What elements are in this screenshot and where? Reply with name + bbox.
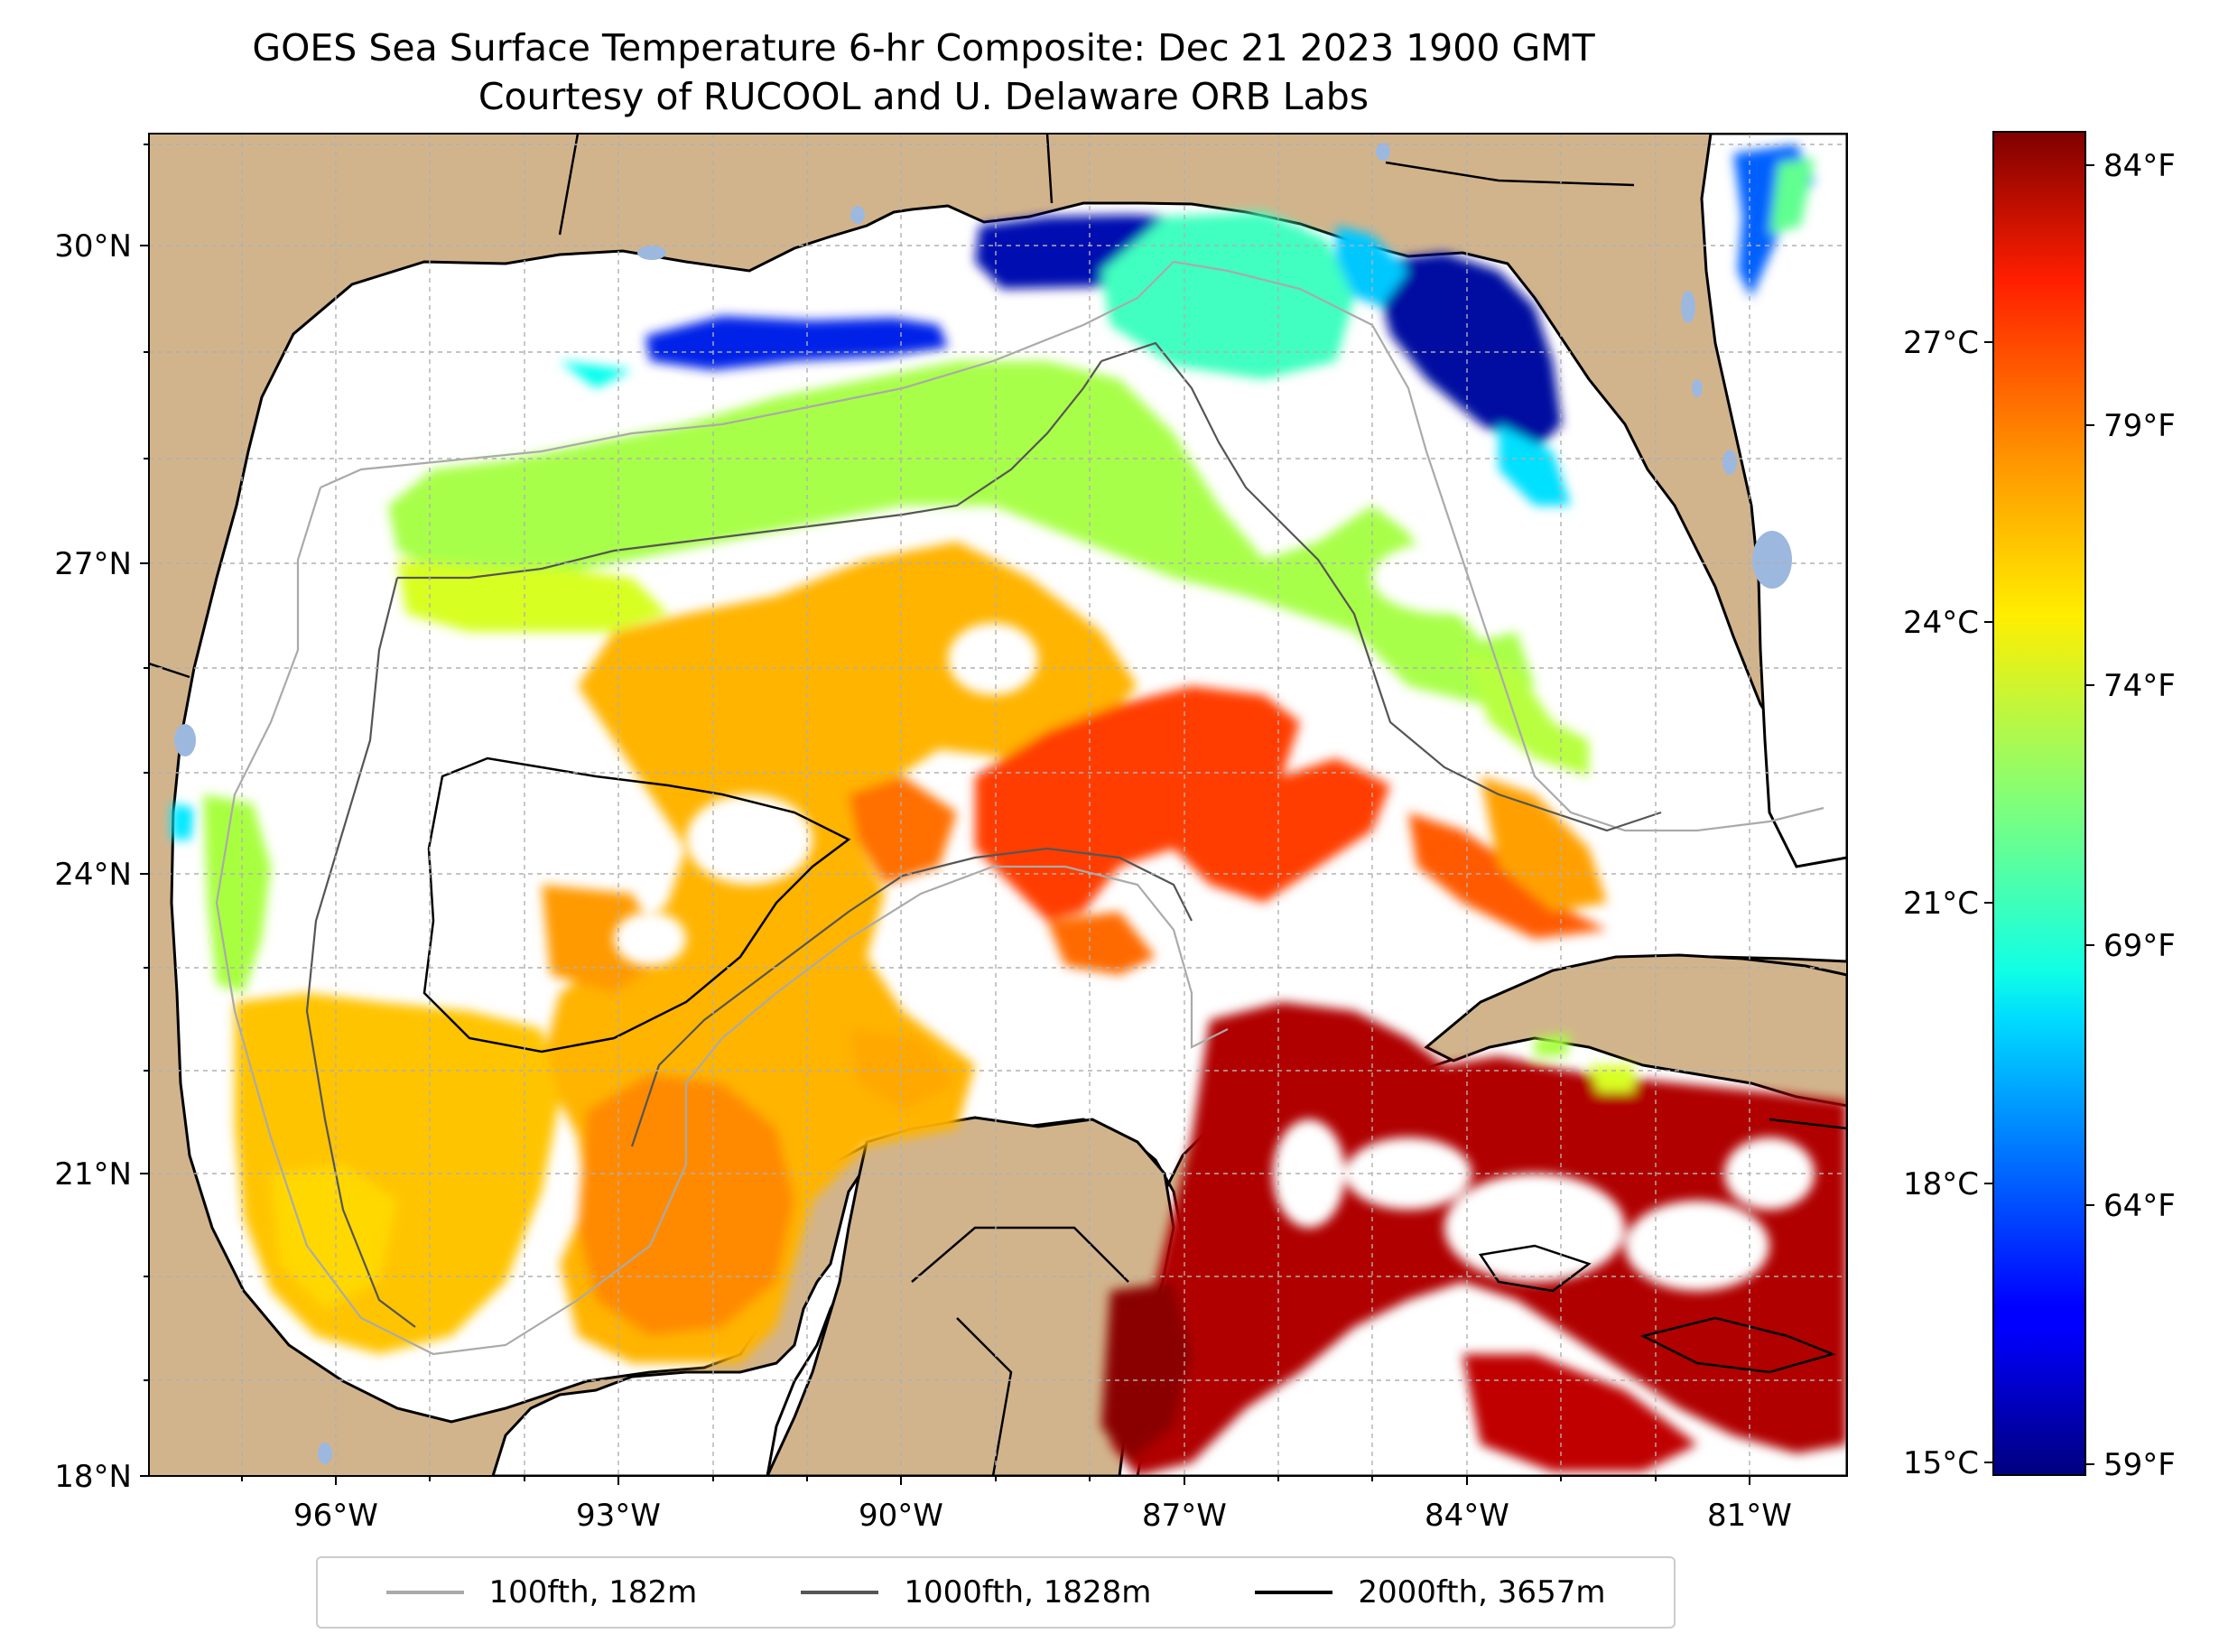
- legend-label-1000fth: 1000fth, 1828m: [904, 1574, 1152, 1610]
- contour-legend: 100fth, 182m 1000fth, 1828m 2000fth, 365…: [316, 1556, 1676, 1629]
- map-panel: [149, 134, 1847, 1476]
- colorbar-celsius-ticks: [1984, 341, 1993, 1463]
- cbar-c-15: 15°C: [1903, 1445, 1979, 1481]
- title-line-2: Courtesy of RUCOOL and U. Delaware ORB L…: [478, 75, 1369, 118]
- cbar-f-79: 79°F: [2103, 408, 2176, 444]
- legend-swatch-1000fth: [801, 1591, 879, 1594]
- lakes: [174, 143, 1792, 1464]
- bathymetry-contours: [215, 260, 1847, 1374]
- cbar-c-24: 24°C: [1903, 605, 1979, 641]
- legend-swatch-2000fth: [1255, 1591, 1333, 1594]
- title-line-1: GOES Sea Surface Temperature 6-hr Compos…: [252, 26, 1595, 70]
- cbar-f-59: 59°F: [2103, 1447, 2176, 1483]
- cbar-f-74: 74°F: [2103, 668, 2176, 704]
- longitude-tick-labels: 96°W 93°W 90°W 87°W 84°W 81°W: [293, 1498, 1792, 1534]
- map-axis-ticks: [140, 144, 1750, 1485]
- latitude-tick-labels: 18°N 21°N 24°N 27°N 30°N: [54, 228, 132, 1495]
- cbar-f-84: 84°F: [2103, 148, 2176, 184]
- borders: [149, 134, 1635, 1476]
- cbar-f-64: 64°F: [2103, 1188, 2176, 1224]
- lon-tick-87w: 87°W: [1142, 1498, 1227, 1534]
- atlantic-water: [1700, 134, 1847, 868]
- map-title: GOES Sea Surface Temperature 6-hr Compos…: [0, 23, 1847, 121]
- lon-tick-93w: 93°W: [576, 1498, 661, 1534]
- legend-label-2000fth: 2000fth, 3657m: [1358, 1574, 1606, 1610]
- legend-swatch-100fth: [385, 1591, 464, 1594]
- legend-item-100fth: 100fth, 182m: [385, 1574, 698, 1610]
- legend-item-2000fth: 2000fth, 3657m: [1255, 1574, 1605, 1610]
- lon-tick-96w: 96°W: [293, 1498, 378, 1534]
- lat-tick-27n: 27°N: [54, 546, 132, 582]
- contour-100fth: [215, 260, 1824, 1356]
- cbar-c-27: 27°C: [1903, 325, 1979, 361]
- contour-2000fth: [422, 756, 1847, 1374]
- lat-tick-30n: 30°N: [54, 228, 132, 265]
- lon-tick-84w: 84°W: [1425, 1498, 1509, 1534]
- colorbar-gradient: [1992, 131, 2086, 1476]
- lat-tick-24n: 24°N: [54, 857, 132, 893]
- colorbar-fahrenheit-ticks: [2085, 164, 2094, 1465]
- contour-1000fth: [305, 341, 1662, 1328]
- lon-tick-90w: 90°W: [859, 1498, 943, 1534]
- cbar-f-69: 69°F: [2103, 928, 2176, 964]
- lon-tick-81w: 81°W: [1707, 1498, 1792, 1534]
- cbar-c-21: 21°C: [1903, 886, 1979, 922]
- cbar-c-18: 18°C: [1903, 1166, 1979, 1202]
- map-frame: [148, 133, 1848, 1477]
- legend-label-100fth: 100fth, 182m: [488, 1574, 698, 1610]
- colorbar: 15°C 18°C 21°C 24°C 27°C 59°F 64°F 69°F …: [1903, 131, 2176, 1483]
- lat-tick-18n: 18°N: [54, 1459, 132, 1495]
- gridlines: [149, 134, 1847, 1476]
- legend-item-1000fth: 1000fth, 1828m: [801, 1574, 1151, 1610]
- lat-tick-21n: 21°N: [54, 1156, 132, 1193]
- cloud-gaps: [614, 542, 1815, 1291]
